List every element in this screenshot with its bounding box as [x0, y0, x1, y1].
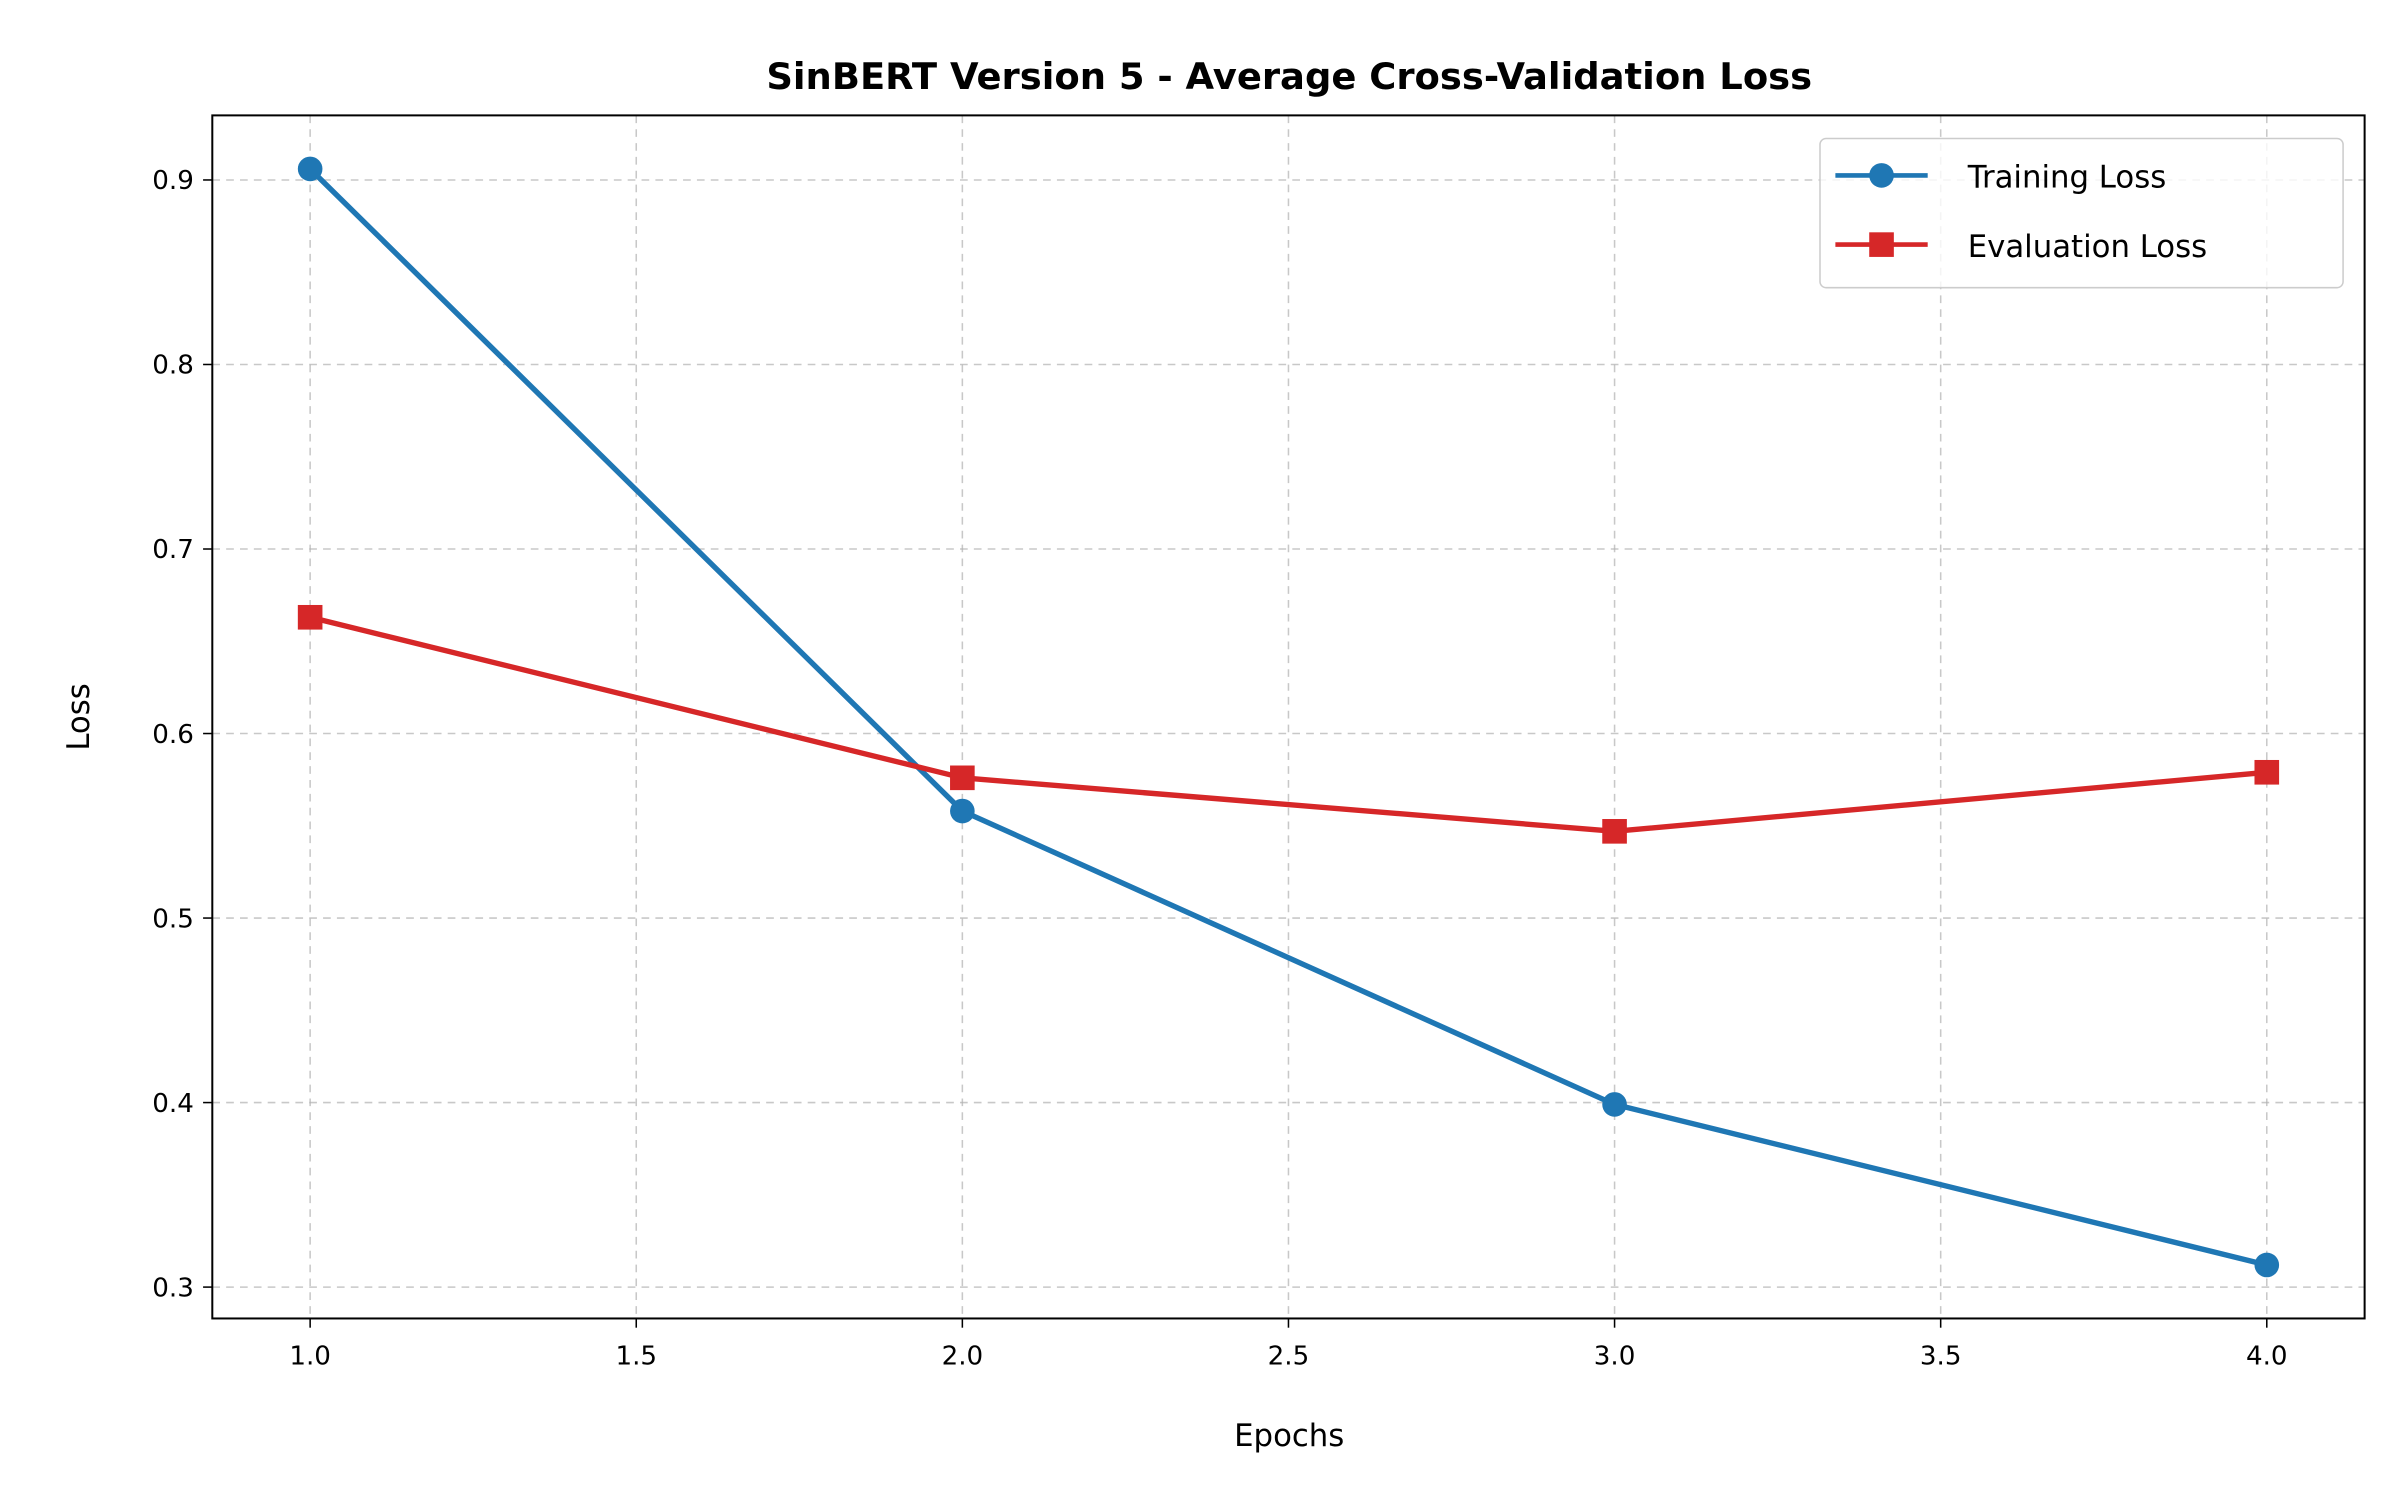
- ticks: 1.0 1.5 2.0 2.5 3.0 3.5 4.0 0.3 0.4 0.5 0.6 0.7 0.8 0…: [152, 166, 2287, 1371]
- x-tick-label: 4.0: [2246, 1342, 2288, 1372]
- data-point-training: [1602, 1092, 1627, 1117]
- x-tick-label: 2.0: [942, 1342, 984, 1372]
- chart-title: SinBERT Version 5 - Average Cross-Valida…: [766, 55, 1812, 98]
- grid: [212, 115, 2365, 1319]
- y-tick-label: 0.3: [152, 1273, 194, 1303]
- data-point-training: [297, 156, 323, 182]
- y-axis-label: Loss: [61, 683, 97, 750]
- x-tick-label: 3.0: [1594, 1342, 1636, 1372]
- legend-label-evaluation: Evaluation Loss: [1968, 229, 2207, 265]
- x-tick-label: 1.0: [289, 1342, 331, 1372]
- x-tick-label: 3.5: [1920, 1342, 1962, 1372]
- y-tick-label: 0.8: [152, 351, 194, 381]
- legend-marker-training: [1869, 163, 1894, 188]
- series-group: [297, 156, 2280, 1278]
- series-line-evaluation: [309, 614, 2268, 835]
- legend-box: [1819, 137, 2344, 289]
- legend: Training Loss Evaluation Loss: [1819, 137, 2344, 289]
- data-point-training: [2254, 1252, 2280, 1278]
- data-point-training: [950, 798, 975, 824]
- data-point-evaluation: [297, 604, 323, 630]
- x-tick-label: 1.5: [615, 1342, 657, 1372]
- y-tick-label: 0.7: [152, 535, 194, 565]
- data-point-evaluation: [950, 765, 975, 791]
- data-point-evaluation: [2254, 759, 2280, 785]
- y-tick-label: 0.5: [152, 904, 194, 934]
- x-axis-label: Epochs: [1234, 1418, 1344, 1454]
- series-line-training: [308, 166, 2268, 1268]
- y-tick-label: 0.9: [152, 166, 194, 196]
- y-tick-label: 0.4: [152, 1089, 194, 1119]
- legend-marker-evaluation: [1869, 232, 1894, 257]
- x-tick-label: 2.5: [1268, 1342, 1310, 1372]
- y-tick-label: 0.6: [152, 720, 194, 750]
- data-point-evaluation: [1602, 819, 1627, 844]
- legend-label-training: Training Loss: [1967, 160, 2167, 196]
